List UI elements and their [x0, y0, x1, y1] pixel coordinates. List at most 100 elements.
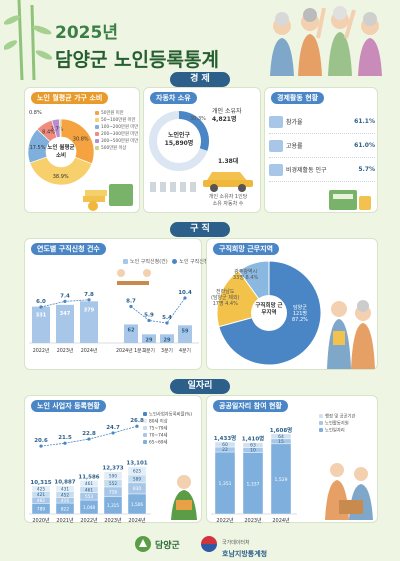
- workers-bar-label-2-2: 461: [85, 487, 93, 493]
- workers-bar-label-2-1: 553: [85, 494, 93, 500]
- section-title-economy: 경 제: [170, 72, 230, 87]
- public-legend-label: 행정 및 공공기관: [325, 414, 356, 420]
- workers-legend-label: 75~79세: [149, 426, 168, 432]
- workers-ratio-label-4: 26.8: [130, 418, 144, 424]
- applications-ratio-label-4: 5.9: [144, 313, 154, 319]
- workers-ratio-label-2: 22.8: [82, 431, 96, 437]
- consumption-center-label-2: 소비: [56, 151, 66, 159]
- meeting-person-2: [143, 269, 151, 277]
- farmer-illustration: [171, 475, 197, 520]
- consumption-slice-label-1: 38.9%: [53, 174, 69, 180]
- section-title-jobs: 일자리: [170, 379, 230, 394]
- car-donut-chart: [149, 111, 209, 171]
- car-icon: [203, 172, 253, 192]
- workers-bar-label-3-3: 590: [109, 473, 117, 479]
- public-bar-1-2: [242, 442, 264, 448]
- workers-legend-swatch: [143, 419, 147, 423]
- workers-bar-label-1-2: 452: [61, 492, 69, 498]
- workers-bar-label-3-1: 716: [109, 489, 117, 495]
- econ-row: 고용률 61.0%: [269, 134, 375, 158]
- consumption-legend-label: 50~100만원 미만: [101, 118, 136, 123]
- public-bar-label-2-0: 1,529: [275, 477, 288, 483]
- applications-bar-3: [124, 324, 138, 343]
- consumption-legend-label: 100~200만원 미만: [101, 125, 139, 130]
- consumption-donut-hole: [47, 138, 75, 166]
- car-avg-label-2: 소유 자동차 수: [212, 201, 244, 207]
- consumption-legend-swatch: [95, 124, 99, 129]
- workers-bar-label-4-0: 1,506: [131, 502, 144, 508]
- workers-legend-item-1: 80세 이상: [143, 419, 203, 426]
- calculator-illustration: [329, 190, 371, 210]
- applications-tick-0: 2022년: [33, 347, 50, 354]
- public-total-1: 1,410명: [242, 435, 264, 443]
- consumption-slice-5: [59, 118, 62, 138]
- car-center-label: 노인인구 15,890명: [148, 132, 210, 148]
- workers-total-1: 10,887: [54, 480, 75, 486]
- consumption-legend-swatch: [95, 138, 99, 143]
- consumption-title: 노인 월평균 가구 소비: [31, 92, 109, 104]
- legend-ratio-label: 노인 구직신청비율(%): [179, 259, 227, 265]
- econ-row-value: 61.1%: [354, 118, 375, 125]
- public-bar-0-2: [214, 441, 236, 448]
- footer-org-1: 국가데이터처: [222, 540, 250, 546]
- consumption-legend-label: 200~300만원 미만: [101, 132, 139, 137]
- car-center-text: 노인인구: [167, 132, 191, 139]
- applications-ratio-label-3: 8.7: [126, 299, 136, 305]
- workers-bar-label-1-1: 416: [61, 498, 69, 504]
- public-legend-swatch: [319, 428, 323, 432]
- workers-ratio-label-3: 24.7: [106, 425, 120, 431]
- region-jeonnam-sub: (담양군 제외): [211, 295, 240, 301]
- public-bar-label-2-2: 64: [278, 434, 284, 440]
- econ-row-value: 61.0%: [354, 142, 375, 149]
- region-jeonnam-name: 전라남도: [216, 289, 235, 295]
- public-bar-label-1-2: 63: [250, 443, 256, 449]
- public-bar-label-2-1: 15: [278, 439, 284, 445]
- public-legend-item-0: 행정 및 공공기관: [319, 414, 379, 421]
- econ-row: 비경제활동 인구 5.7%: [269, 158, 375, 182]
- econ-activity-title: 경제활동 현황: [271, 92, 325, 104]
- page-title: 담양군 노인등록통계: [55, 49, 219, 71]
- workers-legend-label: 65~69세: [149, 440, 168, 446]
- applications-bar-label-2: 379: [84, 307, 95, 313]
- applications-tick-1: 2023년: [57, 347, 74, 354]
- consumption-legend-item-1: 50~100만원 미만: [95, 117, 141, 124]
- workers-bar-label-0-0: 789: [37, 507, 45, 513]
- applications-bar-label-5: 29: [164, 337, 171, 343]
- region-label-jeonnam: 전라남도 (담양군 제외) 17명 4.4%: [211, 289, 240, 307]
- workers-bar-label-3-2: 552: [109, 481, 117, 487]
- region-center-text: 구직희망 근무지역: [255, 303, 283, 316]
- applications-ratio-line-1: [130, 297, 186, 324]
- region-damyang-pct: 87.2%: [292, 317, 308, 323]
- public-bar-label-1-0: 1,337: [247, 481, 260, 487]
- applications-ratio-point-2: [87, 298, 91, 302]
- econ-row-label: 참가율: [286, 119, 303, 126]
- workers-tick-0: 2020년: [32, 517, 50, 524]
- applications-tick-4: 2분기: [143, 347, 155, 354]
- applications-tick-3: 2024년 1분기: [116, 347, 146, 354]
- public-legend-label: 노인일자리: [325, 428, 345, 434]
- region-damyang-name: 담양군: [293, 305, 307, 311]
- workers-legend-item-3: 70~74세: [143, 433, 203, 440]
- car-avg-value: 1.38대: [218, 158, 239, 165]
- workers-legend-item-4: 65~69세: [143, 440, 203, 447]
- workers-bar-2-3: [79, 480, 99, 487]
- worker-icon: [269, 139, 283, 152]
- car-owner-value: 4,821명: [212, 116, 237, 123]
- legend-count-label: 노인 구직신청(건): [130, 259, 168, 265]
- public-jobs-legend: 행정 및 공공기관 노인활동지원 노인일자리: [319, 414, 379, 435]
- person-icon: [269, 115, 283, 128]
- consumption-legend-item-5: 500만원 이상: [95, 145, 141, 152]
- workers-bar-0-3: [31, 485, 51, 492]
- public-bar-2-2: [270, 433, 292, 440]
- applications-ratio-label-5: 5.4: [162, 315, 172, 321]
- workers-total-2: 11,586: [78, 474, 99, 480]
- region-jeonnam-value: 17명 4.4%: [212, 301, 238, 307]
- workers-total-0: 10,315: [30, 480, 51, 486]
- public-tick-2: 2024년: [272, 517, 290, 524]
- section-title-job-search: 구 직: [170, 222, 230, 237]
- applications-bar-label-1: 347: [60, 311, 71, 317]
- workers-ratio-label-1: 21.5: [58, 435, 72, 441]
- car-owner: 개인 소유자 4,821명: [212, 108, 242, 124]
- applications-tick-2: 2024년: [81, 347, 98, 354]
